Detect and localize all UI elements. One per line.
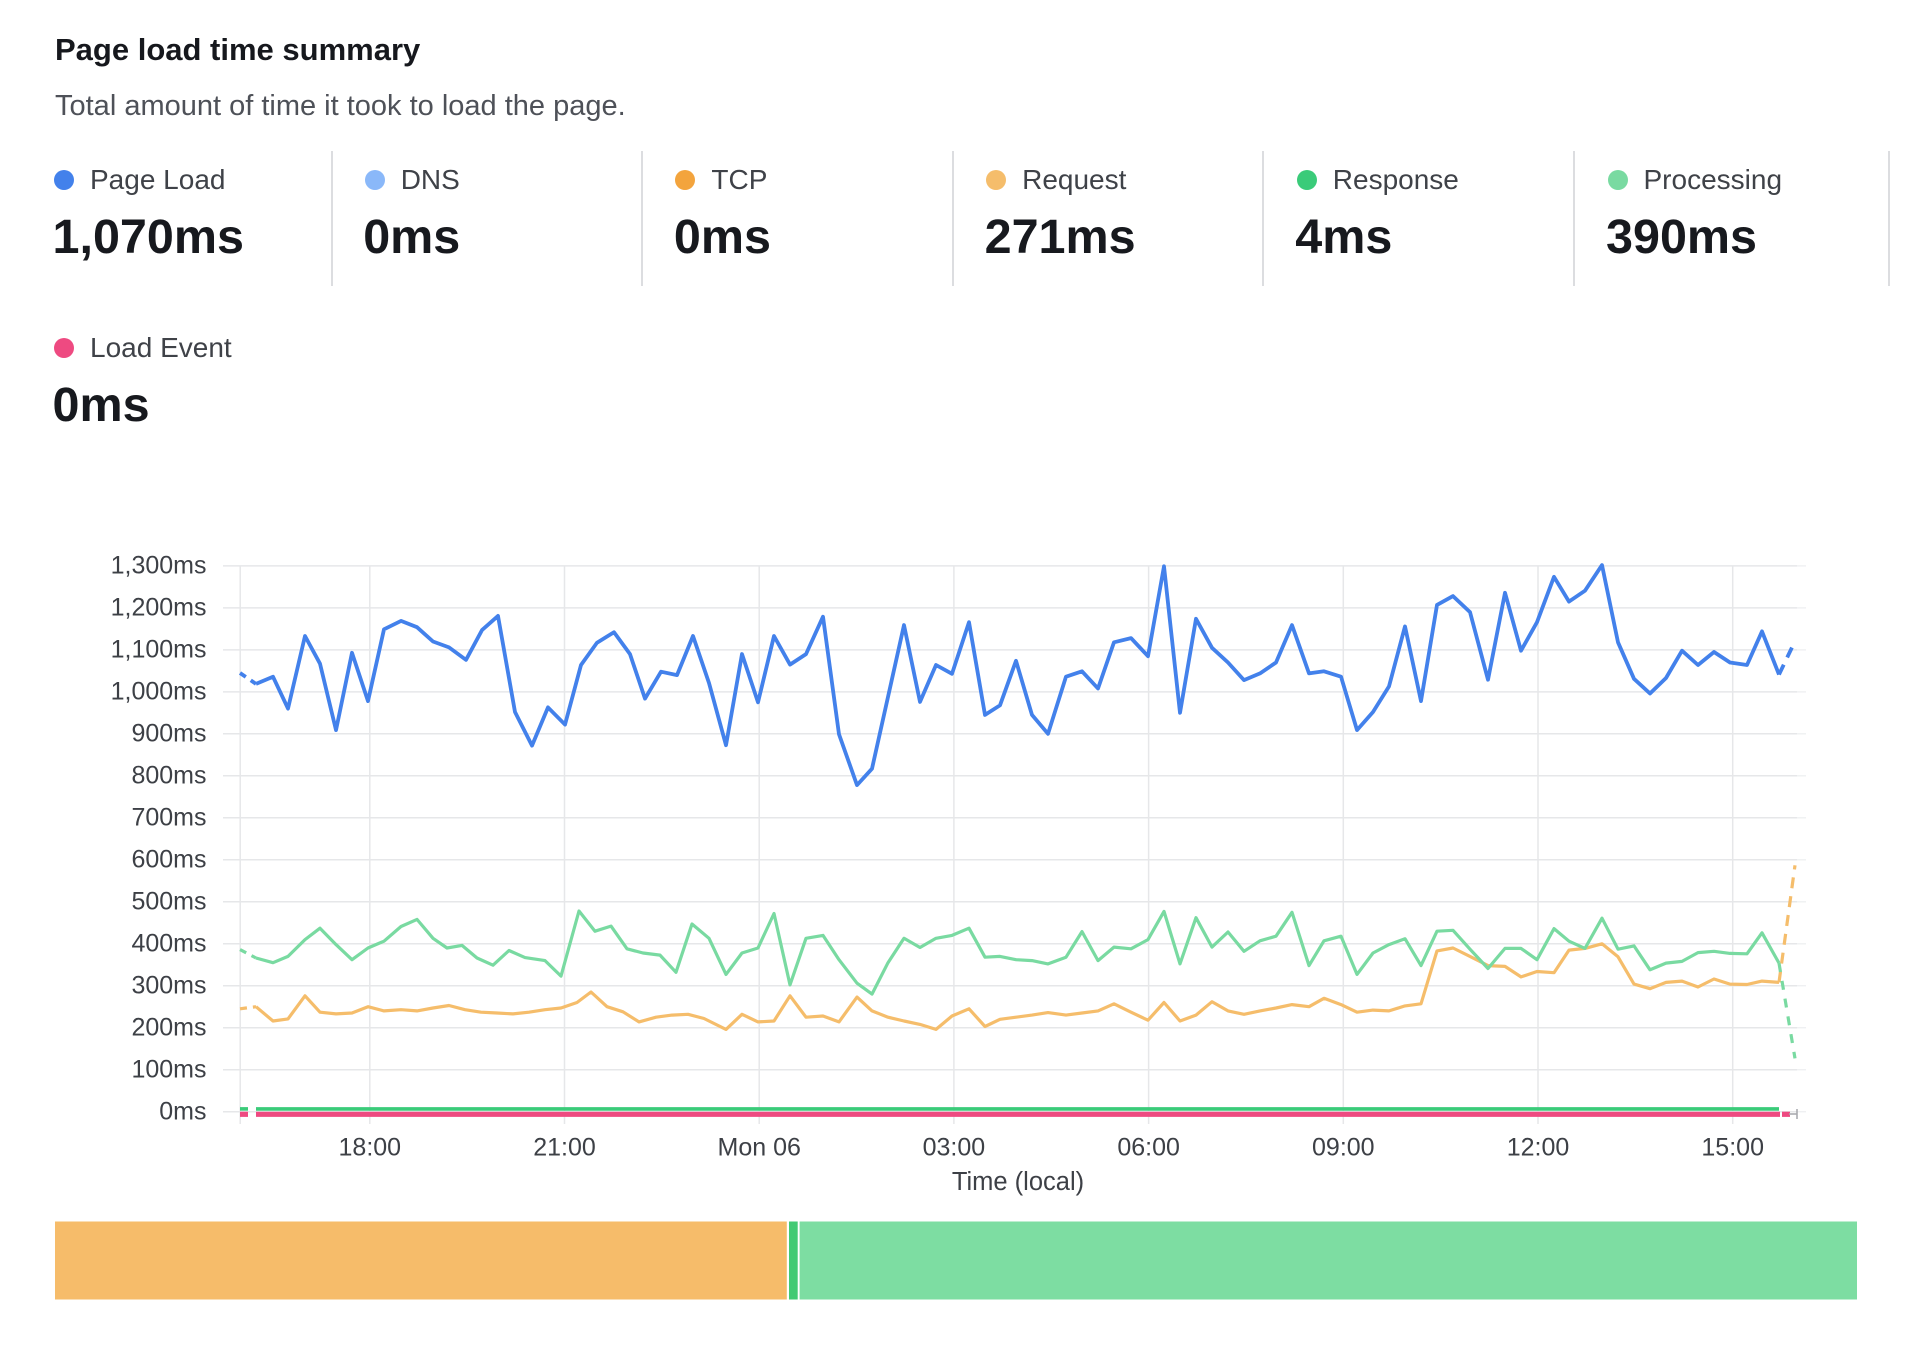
svg-text:Mon 06: Mon 06 <box>718 1134 801 1162</box>
svg-text:900ms: 900ms <box>131 719 206 747</box>
svg-text:1,000ms: 1,000ms <box>111 678 207 706</box>
svg-text:1,200ms: 1,200ms <box>111 594 207 622</box>
svg-text:300ms: 300ms <box>131 971 206 999</box>
svg-text:600ms: 600ms <box>131 845 206 873</box>
svg-text:03:00: 03:00 <box>923 1134 986 1162</box>
svg-text:1,300ms: 1,300ms <box>111 552 207 580</box>
svg-text:18:00: 18:00 <box>339 1134 402 1162</box>
svg-text:12:00: 12:00 <box>1507 1134 1570 1162</box>
svg-text:400ms: 400ms <box>131 929 206 957</box>
svg-text:1,100ms: 1,100ms <box>111 636 207 664</box>
svg-text:100ms: 100ms <box>131 1055 206 1083</box>
svg-text:200ms: 200ms <box>131 1013 206 1041</box>
svg-text:06:00: 06:00 <box>1117 1134 1180 1162</box>
svg-text:Time (local): Time (local) <box>952 1168 1084 1196</box>
svg-text:500ms: 500ms <box>131 887 206 915</box>
svg-text:700ms: 700ms <box>131 803 206 831</box>
svg-text:800ms: 800ms <box>131 761 206 789</box>
svg-text:15:00: 15:00 <box>1701 1134 1764 1162</box>
svg-text:21:00: 21:00 <box>533 1134 596 1162</box>
svg-text:0ms: 0ms <box>159 1097 206 1125</box>
svg-text:09:00: 09:00 <box>1312 1134 1375 1162</box>
